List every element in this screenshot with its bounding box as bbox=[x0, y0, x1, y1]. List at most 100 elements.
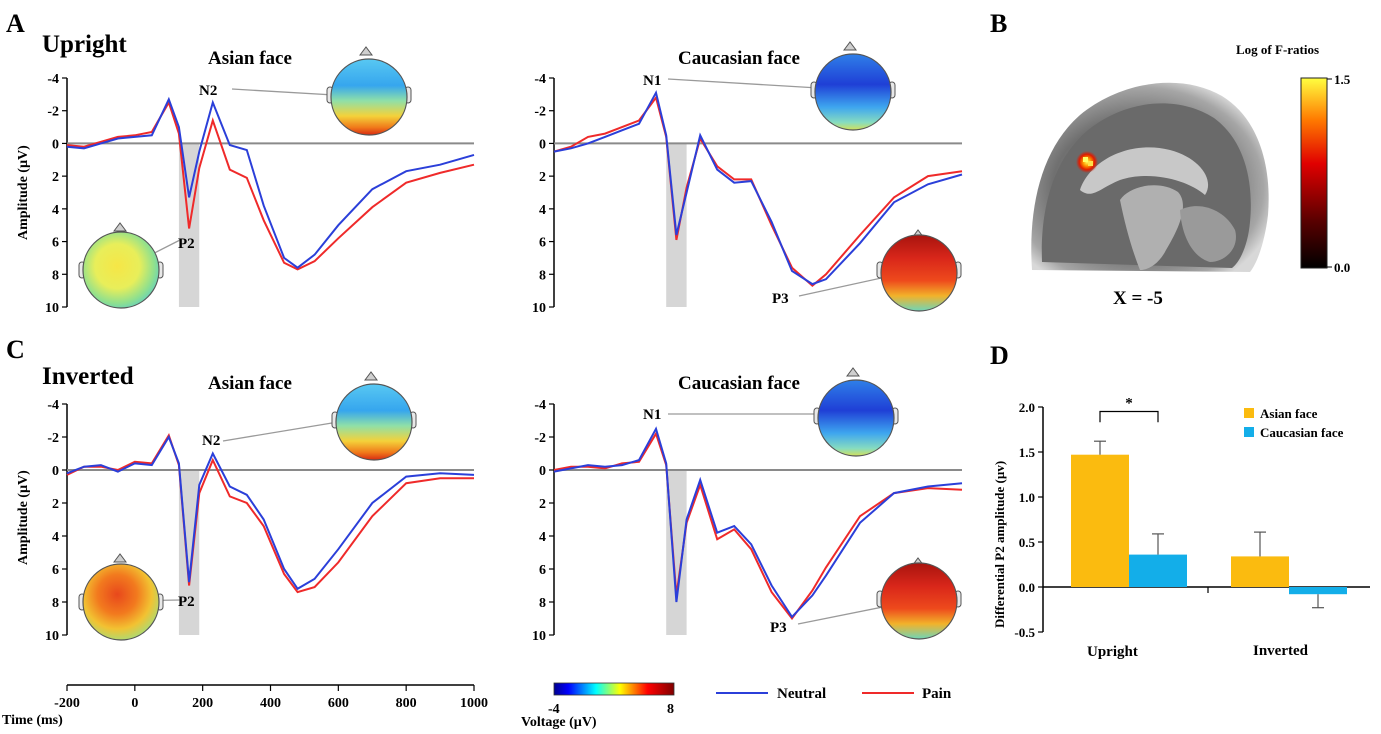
condition-title-upright: Upright bbox=[42, 31, 127, 58]
fratio-max-label: 1.5 bbox=[1334, 72, 1351, 87]
slice-coordinate: X = -5 bbox=[1113, 288, 1163, 309]
panel-letter-b: B bbox=[990, 9, 1007, 38]
fratio-min-label: 0.0 bbox=[1334, 260, 1350, 275]
significance-star: * bbox=[1125, 396, 1133, 412]
y-tick-label: 4 bbox=[539, 530, 546, 545]
topomap-n1 bbox=[667, 41, 896, 131]
voltage-colorbar bbox=[553, 682, 675, 696]
y-tick-label: 4 bbox=[52, 203, 59, 218]
erp-plot-upright-asian: -4 -2 0 2 4 6 8 10 Amplitude (µV) N2 P2 bbox=[16, 46, 475, 316]
component-label-p2: P2 bbox=[178, 594, 195, 610]
y-axis-label: Amplitude (µV) bbox=[16, 145, 31, 240]
colorbar-label: Voltage (µV) bbox=[521, 715, 597, 730]
y-tick-label: -4 bbox=[534, 72, 546, 87]
time-axis: -200 0 200 400 600 800 1000 bbox=[54, 684, 488, 711]
y-tick-label: 6 bbox=[539, 236, 546, 251]
bar-y-tick-label: 0.5 bbox=[1019, 535, 1036, 550]
bar-y-axis-label: Differential P2 amplitude (µv) bbox=[992, 461, 1007, 628]
y-tick-label: 10 bbox=[532, 301, 546, 316]
y-tick-label: -2 bbox=[47, 431, 59, 446]
bar-y-tick-label: 1.0 bbox=[1019, 490, 1035, 505]
y-tick-label: -4 bbox=[534, 398, 546, 413]
topomap-n2 bbox=[231, 46, 412, 136]
y-tick-label: 0 bbox=[539, 464, 546, 479]
bar-legend-asian-label: Asian face bbox=[1260, 406, 1318, 421]
component-label-p3: P3 bbox=[770, 620, 787, 636]
bar-asian-face-upright bbox=[1071, 454, 1129, 587]
y-tick-label: 10 bbox=[532, 629, 546, 644]
y-tick-label: 2 bbox=[539, 170, 546, 185]
y-tick-label: 10 bbox=[45, 301, 59, 316]
p2-window-shade bbox=[178, 470, 200, 635]
y-tick-label: -4 bbox=[47, 72, 59, 87]
x-tick-label: 200 bbox=[192, 696, 213, 711]
bar-y-tick-label: 0.0 bbox=[1019, 580, 1035, 595]
topomap-n1 bbox=[668, 367, 899, 457]
y-axis: -4 -2 0 2 4 6 8 10 bbox=[45, 398, 68, 644]
y-tick-label: 4 bbox=[52, 530, 59, 545]
neutral-trace bbox=[553, 426, 963, 619]
bar-category-upright: Upright bbox=[1087, 644, 1138, 660]
bar-legend: Asian face Caucasian face bbox=[1244, 406, 1344, 440]
face-title-upright-asian: Asian face bbox=[208, 48, 292, 69]
y-axis: -4 -2 0 2 4 6 8 10 bbox=[45, 72, 68, 316]
y-tick-label: 6 bbox=[52, 563, 59, 578]
fratio-colorbar bbox=[1300, 77, 1332, 269]
condition-title-inverted: Inverted bbox=[42, 363, 134, 390]
colorbar-min-label: -4 bbox=[548, 702, 560, 717]
x-tick-label: 0 bbox=[131, 696, 138, 711]
pain-trace bbox=[66, 100, 475, 271]
bar-asian-face-inverted bbox=[1231, 556, 1289, 587]
component-label-n2: N2 bbox=[199, 83, 217, 99]
y-tick-label: 8 bbox=[52, 596, 59, 611]
y-tick-label: 6 bbox=[539, 563, 546, 578]
x-tick-label: 400 bbox=[260, 696, 281, 711]
y-tick-label: 0 bbox=[52, 464, 59, 479]
erp-legend: Neutral Pain bbox=[716, 686, 952, 702]
panel-letter-a: A bbox=[6, 9, 25, 38]
bar-legend-caucasian-label: Caucasian face bbox=[1260, 425, 1344, 440]
neutral-trace bbox=[66, 96, 475, 269]
bar-legend-caucasian-swatch bbox=[1244, 427, 1254, 437]
pain-trace bbox=[66, 433, 474, 594]
y-tick-label: 0 bbox=[52, 137, 59, 152]
erp-plot-upright-caucasian: -4 -2 0 2 4 6 8 10 N1 P3 bbox=[532, 41, 963, 316]
x-tick-label: 1000 bbox=[460, 696, 488, 711]
x-axis-label: Time (ms) bbox=[2, 713, 63, 728]
component-label-n1: N1 bbox=[643, 407, 661, 423]
y-tick-label: -4 bbox=[47, 398, 59, 413]
y-tick-label: 2 bbox=[539, 497, 546, 512]
y-tick-label: 10 bbox=[45, 629, 59, 644]
p2-window-shade bbox=[666, 470, 687, 635]
bar-y-tick-label: -0.5 bbox=[1014, 625, 1035, 640]
legend-neutral-label: Neutral bbox=[777, 686, 826, 702]
neutral-trace bbox=[66, 434, 475, 591]
topomap-p2 bbox=[78, 222, 181, 309]
x-tick-label: 800 bbox=[396, 696, 417, 711]
panel-letter-c: C bbox=[6, 335, 25, 364]
topomap-p3 bbox=[798, 229, 962, 312]
face-title-inverted-asian: Asian face bbox=[208, 373, 292, 394]
y-axis: -4 -2 0 2 4 6 8 10 bbox=[532, 398, 555, 644]
colorbar-max-label: 8 bbox=[667, 702, 674, 717]
component-label-p3: P3 bbox=[772, 291, 789, 307]
bar-legend-asian-swatch bbox=[1244, 408, 1254, 418]
y-tick-label: 2 bbox=[52, 170, 59, 185]
y-tick-label: -2 bbox=[534, 431, 546, 446]
y-axis-label: Amplitude (µV) bbox=[16, 470, 31, 565]
bar-y-tick-label: 2.0 bbox=[1019, 400, 1035, 415]
legend-pain-label: Pain bbox=[922, 686, 952, 702]
y-tick-label: 8 bbox=[52, 268, 59, 283]
topomap-n2 bbox=[222, 371, 417, 461]
face-title-inverted-caucasian: Caucasian face bbox=[678, 373, 800, 394]
brain-slice-image bbox=[1031, 82, 1269, 272]
bar-caucasian-face-inverted bbox=[1289, 587, 1347, 595]
y-tick-label: 2 bbox=[52, 497, 59, 512]
bar-category-inverted: Inverted bbox=[1253, 643, 1309, 659]
face-title-upright-caucasian: Caucasian face bbox=[678, 48, 800, 69]
component-label-n1: N1 bbox=[643, 73, 661, 89]
x-tick-label: -200 bbox=[54, 696, 80, 711]
y-tick-label: 6 bbox=[52, 236, 59, 251]
bar-y-tick-label: 1.5 bbox=[1019, 445, 1036, 460]
x-tick-label: 600 bbox=[328, 696, 349, 711]
